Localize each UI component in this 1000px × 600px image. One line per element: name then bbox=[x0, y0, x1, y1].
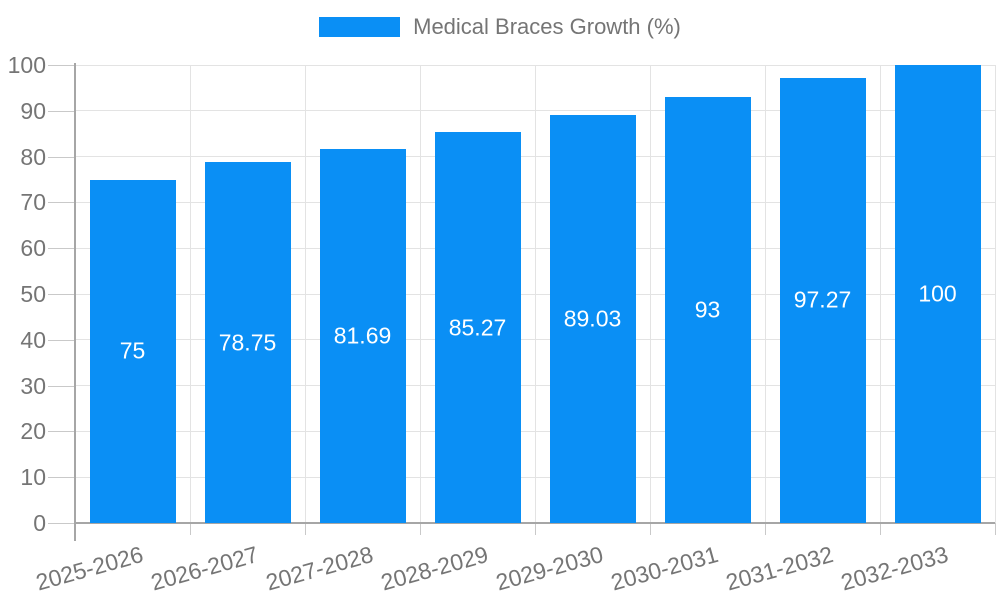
y-tick-label: 60 bbox=[20, 235, 46, 262]
y-tick-mark bbox=[48, 65, 74, 66]
bar-2030-2031[interactable] bbox=[664, 97, 751, 523]
x-gridline bbox=[764, 65, 766, 523]
y-tick-label: 70 bbox=[20, 189, 46, 216]
bar-2025-2026[interactable] bbox=[89, 179, 176, 523]
bar-2029-2030[interactable] bbox=[549, 115, 636, 523]
x-tick-mark bbox=[419, 523, 421, 535]
y-tick-mark bbox=[48, 294, 74, 295]
bar-value-label: 89.03 bbox=[563, 305, 622, 332]
x-tick-label: 2025-2026 bbox=[32, 541, 146, 596]
bar-2031-2032[interactable] bbox=[779, 77, 866, 523]
bar-value-label: 78.75 bbox=[218, 329, 277, 356]
x-gridline bbox=[189, 65, 191, 523]
x-tick-label: 2031-2032 bbox=[722, 541, 836, 596]
x-gridline bbox=[649, 65, 651, 523]
bar-2028-2029[interactable] bbox=[434, 132, 521, 523]
y-tick-mark bbox=[48, 110, 74, 112]
x-tick-mark bbox=[189, 523, 191, 535]
x-tick-label: 2032-2033 bbox=[837, 541, 951, 596]
y-tick-label: 20 bbox=[20, 418, 46, 445]
legend: Medical Braces Growth (%) bbox=[0, 14, 1000, 40]
y-tick-mark bbox=[48, 477, 74, 479]
x-tick-label: 2030-2031 bbox=[607, 541, 721, 596]
y-tick-label: 0 bbox=[33, 510, 46, 536]
y-tick-mark bbox=[48, 202, 74, 204]
x-tick-mark bbox=[649, 523, 651, 535]
y-tick-mark bbox=[48, 339, 74, 341]
x-tick-mark bbox=[879, 523, 881, 535]
bar-value-label: 75 bbox=[119, 337, 146, 364]
y-tick-label: 80 bbox=[20, 143, 46, 170]
bar-2027-2028[interactable] bbox=[319, 148, 406, 523]
bar-value-label: 81.69 bbox=[333, 322, 392, 349]
bar-value-label: 85.27 bbox=[448, 314, 507, 341]
y-tick-label: 100 bbox=[7, 52, 46, 78]
x-gridline bbox=[879, 65, 881, 523]
y-tick-label: 30 bbox=[20, 372, 46, 399]
y-axis-line bbox=[74, 63, 76, 541]
x-tick-mark bbox=[534, 523, 536, 535]
legend-label: Medical Braces Growth (%) bbox=[413, 14, 681, 39]
x-tick-label: 2027-2028 bbox=[262, 541, 376, 596]
x-tick-mark bbox=[304, 523, 306, 535]
y-tick-mark bbox=[48, 431, 74, 433]
bar-2026-2027[interactable] bbox=[204, 162, 291, 523]
legend-swatch-icon bbox=[319, 17, 401, 37]
bar-value-label: 100 bbox=[918, 280, 957, 307]
y-tick-label: 90 bbox=[20, 97, 46, 124]
x-gridline bbox=[994, 65, 996, 523]
x-axis-line bbox=[74, 522, 995, 524]
y-tick-label: 10 bbox=[20, 464, 46, 491]
x-tick-label: 2028-2029 bbox=[377, 541, 491, 596]
bar-value-label: 93 bbox=[694, 296, 721, 323]
x-tick-mark bbox=[764, 523, 766, 535]
y-tick-mark bbox=[48, 523, 74, 524]
y-tick-mark bbox=[48, 385, 74, 387]
y-tick-label: 50 bbox=[20, 281, 46, 307]
x-tick-label: 2026-2027 bbox=[147, 541, 261, 596]
x-tick-label: 2029-2030 bbox=[492, 541, 606, 596]
y-tick-mark bbox=[48, 156, 74, 158]
x-tick-mark bbox=[994, 523, 996, 535]
x-gridline bbox=[419, 65, 421, 523]
y-tick-mark bbox=[48, 248, 74, 250]
bar-value-label: 97.27 bbox=[793, 286, 852, 313]
bar-2032-2033[interactable] bbox=[894, 65, 981, 523]
x-gridline bbox=[304, 65, 306, 523]
y-tick-label: 40 bbox=[20, 326, 46, 353]
x-gridline bbox=[534, 65, 536, 523]
